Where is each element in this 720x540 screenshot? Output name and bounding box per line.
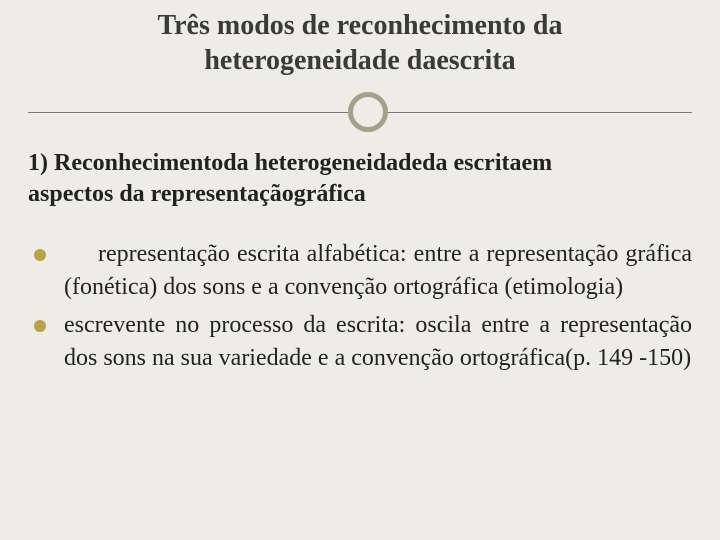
bullet-text: representação escrita alfabética: entre …: [64, 241, 692, 299]
subheading-seg-2: heterogeneidade: [255, 150, 423, 176]
subheading-line2-b: gráfica: [294, 181, 366, 207]
subheading-seg-4: escrita: [454, 150, 522, 176]
slide: Três modos de reconhecimento da heteroge…: [0, 0, 720, 540]
divider-circle-icon: [348, 92, 388, 132]
title-divider: [28, 90, 692, 134]
title-line-2: heterogeneidade daescrita: [48, 43, 672, 78]
subheading-seg-0: 1) Reconhecimento: [28, 150, 223, 176]
title-line-1: Três modos de reconhecimento da: [48, 8, 672, 43]
subheading-seg-3: da: [422, 150, 447, 176]
bullet-text: escrevente no processo da escrita: oscil…: [64, 312, 692, 370]
subheading-line2-a: aspectos da representação: [28, 181, 294, 207]
title-line-2-a: heterogeneidade da: [204, 45, 436, 76]
bullet-list: representação escrita alfabética: entre …: [28, 238, 692, 374]
subheading-seg-1: da: [223, 150, 248, 176]
list-item: representação escrita alfabética: entre …: [28, 238, 692, 303]
subheading: 1) Reconhecimentoda heterogeneidadeda es…: [28, 148, 692, 210]
slide-title: Três modos de reconhecimento da heteroge…: [28, 8, 692, 78]
title-line-2-b: escrita: [436, 45, 515, 76]
subheading-seg-5: em: [522, 150, 553, 176]
list-item: escrevente no processo da escrita: oscil…: [28, 309, 692, 374]
